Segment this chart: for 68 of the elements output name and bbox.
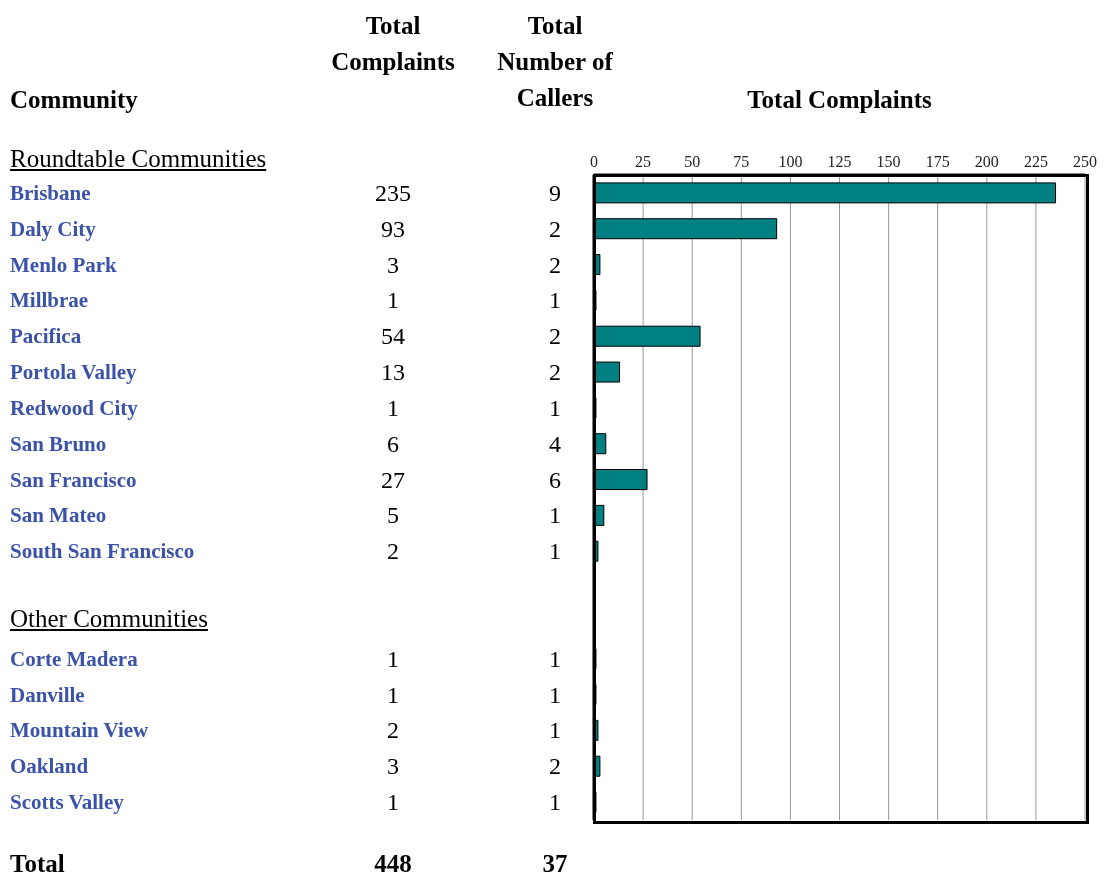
text: 1 <box>549 538 561 565</box>
y-tick-label: San Mateo <box>10 503 107 528</box>
data-label: 1 <box>387 789 399 816</box>
text: Total Complaints <box>330 11 456 77</box>
data-label: 3 <box>387 753 399 780</box>
text: Total Number of Callers <box>496 11 614 113</box>
x-axis-title: Total Complaints <box>746 85 933 115</box>
data-label: 1 <box>387 394 399 421</box>
x2-tick-label: 0 <box>590 153 598 170</box>
x2-tick-label: 125 <box>827 153 852 170</box>
text: Other Communities <box>10 604 208 634</box>
data-label: 235 <box>375 179 411 206</box>
text: 1 <box>549 502 561 529</box>
data-label: 1 <box>387 645 399 672</box>
y-tick-label: Scotts Valley <box>10 790 125 815</box>
text: Roundtable Communities <box>10 144 267 174</box>
text: 2 <box>549 251 561 278</box>
text: 1 <box>549 287 561 314</box>
text: 2 <box>549 753 561 780</box>
text: 4 <box>549 430 561 457</box>
data-label: 1 <box>387 287 399 314</box>
data-label: 13 <box>381 359 405 386</box>
y-tick-label: Mountain View <box>10 718 150 743</box>
data-label: 5 <box>387 502 399 529</box>
y-tick-label: Redwood City <box>10 395 139 420</box>
text: 6 <box>549 466 561 493</box>
data-label: 2 <box>387 717 399 744</box>
data-label: 27 <box>381 466 405 493</box>
data-label: 54 <box>381 323 405 350</box>
text: 448 <box>373 849 413 876</box>
data-label: 1 <box>387 681 399 708</box>
x2-tick-label: 50 <box>684 153 701 170</box>
y-tick-label: Menlo Park <box>10 252 118 277</box>
data-label: 93 <box>381 215 405 242</box>
x2-tick-label: 75 <box>733 153 750 170</box>
y-tick-label: Oakland <box>10 754 89 779</box>
text: 2 <box>549 359 561 386</box>
y-tick-label: San Bruno <box>10 431 107 456</box>
y-tick-label: Danville <box>10 682 85 707</box>
x2-tick-label: 100 <box>778 153 803 170</box>
y-tick-label: Portola Valley <box>10 360 138 385</box>
x2-tick-label: 175 <box>925 153 950 170</box>
x2-tick-label: 225 <box>1023 153 1048 170</box>
text: 1 <box>549 645 561 672</box>
x2-tick-label: 250 <box>1073 153 1097 170</box>
text: 9 <box>549 179 561 206</box>
text: 1 <box>549 681 561 708</box>
x2-tick-label: 200 <box>974 153 999 170</box>
text: 1 <box>549 717 561 744</box>
data-label: 2 <box>387 538 399 565</box>
y-tick-label: Brisbane <box>10 180 91 205</box>
text: 2 <box>549 323 561 350</box>
y-tick-label: Pacifica <box>10 324 82 349</box>
y-tick-label: San Francisco <box>10 467 137 492</box>
y-tick-label: Daly City <box>10 216 97 241</box>
x2-tick-label: 150 <box>876 153 901 170</box>
y-tick-label: Millbrae <box>10 288 89 313</box>
x2-tick-label: 25 <box>635 153 652 170</box>
y-tick-label: South San Francisco <box>10 539 195 564</box>
text: Community <box>10 85 138 115</box>
text: 1 <box>549 789 561 816</box>
text: 37 <box>541 849 569 876</box>
data-label: 3 <box>387 251 399 278</box>
text: 2 <box>549 215 561 242</box>
text: Total <box>10 849 65 876</box>
data-label: 6 <box>387 430 399 457</box>
text: 1 <box>549 394 561 421</box>
y-tick-label: Corte Madera <box>10 646 139 671</box>
